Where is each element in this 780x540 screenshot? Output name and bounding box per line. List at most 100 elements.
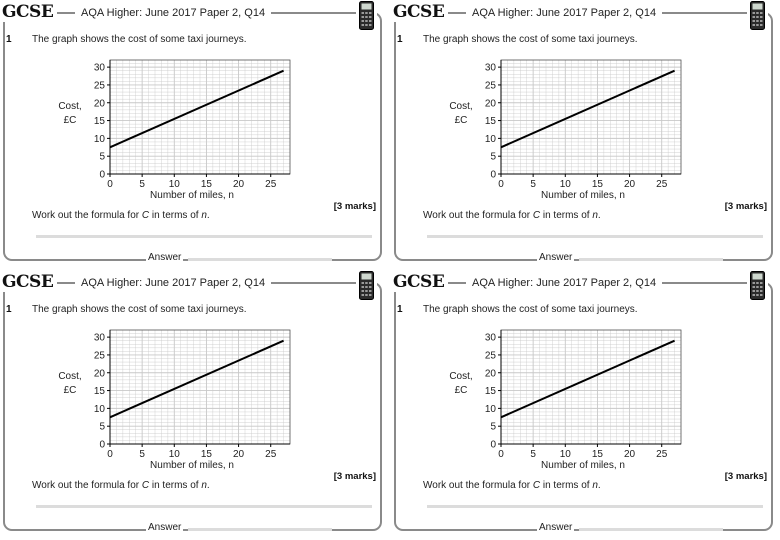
y-axis-label-unit: £C <box>455 385 468 396</box>
y-tick-label: 10 <box>94 134 106 145</box>
x-tick-label: 5 <box>530 449 536 460</box>
y-tick-label: 15 <box>485 386 497 397</box>
y-tick-label: 5 <box>99 152 105 163</box>
cost-line <box>109 69 284 149</box>
answer-input[interactable] <box>579 258 723 261</box>
working-line <box>36 235 372 238</box>
calculator-icon <box>747 271 768 300</box>
y-tick-label: 30 <box>485 333 497 344</box>
answer-label: Answer <box>146 252 184 263</box>
x-tick-label: 15 <box>201 449 213 460</box>
y-tick-label: 5 <box>490 152 496 163</box>
working-line <box>427 235 763 238</box>
working-line <box>36 505 372 508</box>
x-tick-label: 0 <box>107 449 113 460</box>
y-tick-label: 15 <box>485 116 497 127</box>
question-number: 1 <box>6 304 12 315</box>
marks-label: [3 marks] <box>724 471 767 482</box>
x-tick-label: 5 <box>139 449 145 460</box>
question-number: 1 <box>6 34 12 45</box>
answer-input[interactable] <box>579 528 723 531</box>
answer-input[interactable] <box>188 258 332 261</box>
question-card: GCSE AQA Higher: June 2017 Paper 2, Q14 … <box>0 0 384 265</box>
calculator-icon <box>356 271 377 300</box>
cost-line <box>500 69 675 149</box>
paper-reference: AQA Higher: June 2017 Paper 2, Q14 <box>466 276 663 290</box>
y-tick-label: 25 <box>94 80 106 91</box>
x-tick-label: 20 <box>233 179 245 190</box>
x-tick-label: 10 <box>560 179 572 190</box>
marks-label: [3 marks] <box>724 201 767 212</box>
paper-reference: AQA Higher: June 2017 Paper 2, Q14 <box>75 6 272 20</box>
question-text: The graph shows the cost of some taxi jo… <box>32 34 247 45</box>
y-tick-label: 10 <box>94 404 106 415</box>
y-tick-label: 0 <box>490 440 496 451</box>
x-tick-label: 25 <box>656 179 668 190</box>
x-axis-label: Number of miles, n <box>541 190 625 201</box>
y-tick-label: 5 <box>99 422 105 433</box>
y-tick-label: 10 <box>485 134 497 145</box>
gcse-logo: GCSE <box>393 2 449 22</box>
question-card: GCSE AQA Higher: June 2017 Paper 2, Q14 … <box>0 270 384 535</box>
y-axis-label: Cost, <box>449 371 472 382</box>
paper-reference: AQA Higher: June 2017 Paper 2, Q14 <box>75 276 272 290</box>
y-tick-label: 25 <box>485 80 497 91</box>
y-tick-label: 25 <box>94 350 106 361</box>
calculator-icon <box>747 1 768 30</box>
x-axis-label: Number of miles, n <box>541 460 625 471</box>
x-tick-label: 0 <box>498 449 504 460</box>
question-card: GCSE AQA Higher: June 2017 Paper 2, Q14 … <box>391 270 775 535</box>
x-tick-label: 25 <box>265 179 277 190</box>
gcse-logo: GCSE <box>2 2 58 22</box>
question-text: The graph shows the cost of some taxi jo… <box>32 304 247 315</box>
x-tick-label: 15 <box>201 179 213 190</box>
x-tick-label: 10 <box>560 449 572 460</box>
y-tick-label: 0 <box>99 170 105 181</box>
x-tick-label: 0 <box>107 179 113 190</box>
instruction-text: Work out the formula for C in terms of n… <box>423 480 601 491</box>
x-tick-label: 0 <box>498 179 504 190</box>
answer-label: Answer <box>537 252 575 263</box>
answer-input[interactable] <box>188 528 332 531</box>
y-axis-label: Cost, <box>449 101 472 112</box>
y-axis-label-unit: £C <box>64 385 77 396</box>
marks-label: [3 marks] <box>333 201 376 212</box>
x-axis-label: Number of miles, n <box>150 460 234 471</box>
taxi-cost-chart: 0 5 10 15 20 25 0 5 10 15 20 25 30 Number of miles, n… <box>58 59 291 201</box>
y-axis-label-unit: £C <box>455 115 468 126</box>
question-number: 1 <box>397 304 403 315</box>
y-tick-label: 30 <box>485 63 497 74</box>
x-tick-label: 25 <box>656 449 668 460</box>
x-tick-label: 10 <box>169 449 181 460</box>
cost-line <box>109 339 284 419</box>
y-tick-label: 30 <box>94 333 106 344</box>
instruction-text: Work out the formula for C in terms of n… <box>32 480 210 491</box>
y-tick-label: 10 <box>485 404 497 415</box>
y-tick-label: 0 <box>490 170 496 181</box>
answer-label: Answer <box>537 522 575 533</box>
instruction-text: Work out the formula for C in terms of n… <box>32 210 210 221</box>
taxi-cost-chart: 0 5 10 15 20 25 0 5 10 15 20 25 30 Number of miles, n… <box>449 329 682 471</box>
x-tick-label: 15 <box>592 449 604 460</box>
x-tick-label: 20 <box>233 449 245 460</box>
x-axis-label: Number of miles, n <box>150 190 234 201</box>
y-tick-label: 15 <box>94 116 106 127</box>
marks-label: [3 marks] <box>333 471 376 482</box>
gcse-logo: GCSE <box>2 272 58 292</box>
answer-label: Answer <box>146 522 184 533</box>
question-text: The graph shows the cost of some taxi jo… <box>423 304 638 315</box>
x-tick-label: 10 <box>169 179 181 190</box>
y-tick-label: 5 <box>490 422 496 433</box>
taxi-cost-chart: 0 5 10 15 20 25 0 5 10 15 20 25 30 Number of miles, n… <box>58 329 291 471</box>
paper-reference: AQA Higher: June 2017 Paper 2, Q14 <box>466 6 663 20</box>
y-tick-label: 20 <box>94 368 106 379</box>
y-tick-label: 30 <box>94 63 106 74</box>
y-tick-label: 20 <box>94 98 106 109</box>
y-axis-label-unit: £C <box>64 115 77 126</box>
y-axis-label: Cost, <box>58 371 81 382</box>
gcse-logo: GCSE <box>393 272 449 292</box>
working-line <box>427 505 763 508</box>
calculator-icon <box>356 1 377 30</box>
y-axis-label: Cost, <box>58 101 81 112</box>
x-tick-label: 5 <box>139 179 145 190</box>
